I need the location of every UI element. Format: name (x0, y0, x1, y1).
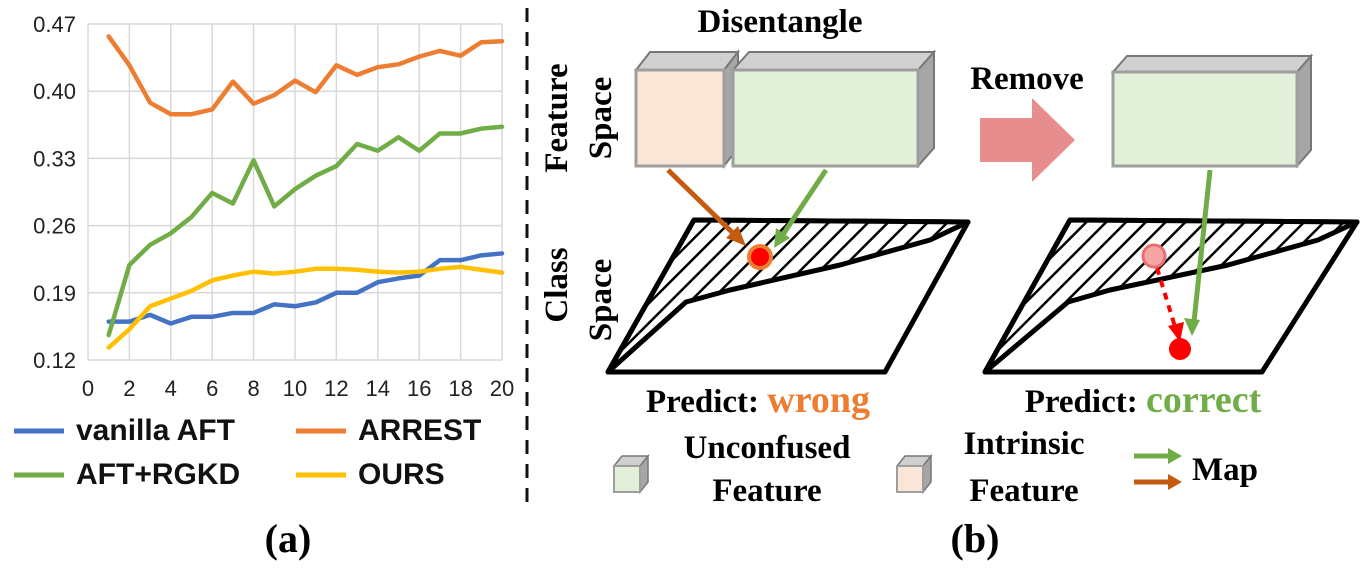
correct-prediction-point (1169, 338, 1191, 360)
chart-x-ticks: 0 2 4 6 8 10 12 14 16 18 20 (82, 376, 514, 401)
x-tick-label: 6 (206, 376, 218, 401)
legend-item: OURS (296, 458, 445, 491)
remove-label: Remove (970, 61, 1084, 97)
intrinsic-legend-line2: Feature (969, 473, 1078, 509)
x-tick-label: 16 (407, 376, 431, 401)
legend-item: vanilla AFT (14, 414, 235, 447)
x-tick-label: 2 (123, 376, 135, 401)
series-line-vanilla-aft (106, 251, 505, 326)
intrinsic-legend-icon (895, 453, 933, 495)
x-tick-label: 20 (490, 376, 514, 401)
legend-label: OURS (358, 458, 445, 491)
intrinsic-feature-box (633, 49, 741, 169)
legend-label: vanilla AFT (76, 414, 235, 447)
y-tick-label: 0.26 (33, 214, 76, 239)
chart-series (106, 34, 505, 350)
series-line-arrest (106, 34, 505, 117)
predict-wrong-label: Predict: wrong (646, 379, 870, 421)
x-tick-label: 0 (82, 376, 94, 401)
shift-arrow (1155, 267, 1178, 331)
unconfused-feature-box-after (1110, 53, 1314, 169)
feature-space-label-line2: Space (583, 77, 619, 160)
x-tick-label: 18 (448, 376, 472, 401)
unconfused-feature-box (730, 49, 937, 169)
intrinsic-legend-line1: Intrinsic (963, 426, 1084, 462)
series-line-ours (106, 264, 505, 350)
unconfused-legend-line2: Feature (712, 473, 821, 509)
legend-item: AFT+RGKD (14, 458, 240, 491)
unconfused-map-arrow (779, 168, 829, 238)
map-legend-label: Map (1192, 452, 1258, 488)
x-tick-label: 12 (324, 376, 348, 401)
predict-correct-label: Predict: correct (1025, 379, 1262, 421)
x-tick-label: 4 (165, 376, 177, 401)
y-tick-label: 0.40 (33, 79, 76, 104)
caption-a: (a) (265, 516, 312, 561)
diagram-legend: Unconfused Feature Intrinsic Feature Map (612, 426, 1258, 509)
chart-y-ticks: 0.12 0.19 0.26 0.33 0.40 0.47 (33, 12, 76, 373)
y-tick-label: 0.19 (33, 281, 76, 306)
diagram-panel: Feature Space Class Space Disentangle Re… (539, 4, 1360, 509)
class-space-label-line1: Class (539, 247, 575, 322)
x-tick-label: 14 (366, 376, 390, 401)
unconfused-legend-icon (612, 453, 650, 495)
class-space-plane-right (982, 217, 1360, 375)
x-tick-label: 8 (247, 376, 259, 401)
legend-label: AFT+RGKD (76, 458, 240, 491)
chart-panel: 0.12 0.19 0.26 0.33 0.40 0.47 0 2 4 6 8 10 12 14 16 18… (14, 12, 514, 491)
feature-space-label-line1: Feature (539, 63, 575, 172)
chart-legend: vanilla AFT ARREST AFT+RGKD OURS (14, 414, 481, 491)
legend-label: ARREST (358, 414, 481, 447)
class-space-plane-left (605, 217, 971, 375)
y-tick-label: 0.33 (33, 146, 76, 171)
x-tick-label: 10 (283, 376, 307, 401)
unconfused-map-arrow-after (1191, 169, 1213, 323)
unconfused-legend-line1: Unconfused (684, 430, 851, 466)
removed-point (1141, 243, 1167, 269)
intrinsic-map-arrow (666, 168, 740, 240)
legend-item: ARREST (296, 414, 481, 447)
caption-b: (b) (951, 516, 1000, 561)
series-line-aft-rgkd (106, 124, 505, 338)
disentangle-label: Disentangle (698, 4, 863, 40)
wrong-prediction-point (747, 244, 773, 270)
y-tick-label: 0.47 (33, 12, 76, 37)
remove-arrow (980, 98, 1075, 182)
class-space-label-line2: Space (583, 259, 619, 342)
y-tick-label: 0.12 (33, 348, 76, 373)
